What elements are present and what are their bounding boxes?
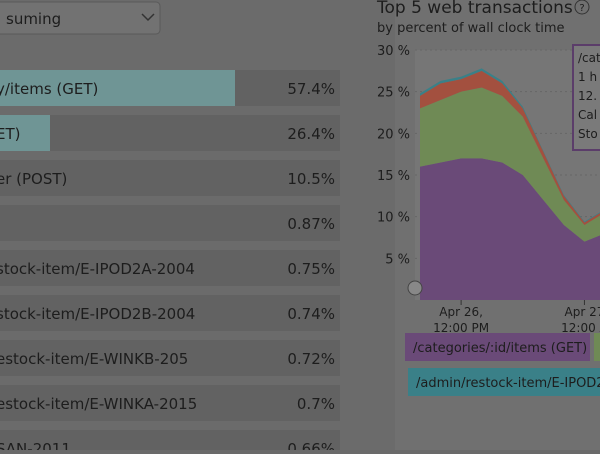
y-tick-label: 25 % (377, 86, 410, 101)
zoom-handle[interactable] (407, 280, 423, 296)
y-tick-label: 15 % (377, 169, 410, 184)
transaction-percent: 0.87% (287, 215, 335, 233)
transaction-percent: 0.72% (287, 350, 335, 368)
transaction-row[interactable] (0, 250, 340, 286)
chart-subtitle: by percent of wall clock time (377, 21, 565, 36)
legend-chip[interactable] (405, 333, 590, 361)
x-tick-label: 12:00 A (561, 321, 600, 335)
transaction-row[interactable] (0, 160, 340, 196)
tooltip-line: /cat (578, 51, 600, 65)
sort-dropdown[interactable] (0, 1, 161, 35)
transaction-row[interactable] (0, 340, 340, 376)
transaction-bar (0, 70, 235, 106)
transaction-percent: 57.4% (287, 80, 335, 98)
transaction-percent: 0.66% (287, 440, 335, 450)
legend-chip-partial[interactable] (594, 333, 600, 361)
help-icon[interactable] (574, 0, 590, 15)
y-tick-label: 5 % (385, 252, 410, 267)
x-tick-label: Apr 26, (439, 305, 483, 319)
transaction-name: stock-item/E-IPOD2A-2004 (0, 260, 195, 278)
tooltip-line: 12. (578, 89, 597, 103)
legend-chip[interactable] (408, 368, 600, 396)
transaction-percent: 0.75% (287, 260, 335, 278)
transaction-percent: 10.5% (287, 170, 335, 188)
transaction-name: y/items (GET) (0, 80, 98, 98)
transaction-percent: 0.7% (297, 395, 335, 413)
transaction-name: estock-item/E-WINKB-205 (0, 350, 188, 368)
area-series (420, 158, 600, 300)
x-tick-label: 12:00 PM (433, 321, 489, 335)
area-series (420, 70, 600, 225)
transaction-name: ET) (0, 125, 21, 143)
transaction-bar (0, 115, 50, 151)
dropdown-arrow (141, 13, 155, 22)
x-tick-label: Apr 27 (565, 305, 600, 319)
y-tick-label: 30 % (377, 44, 410, 59)
legend-label: /admin/restock-item/E-IPOD2A- (416, 376, 600, 391)
transaction-percent: 0.74% (287, 305, 335, 323)
transaction-name: SAN-2011 (0, 440, 71, 450)
transaction-row[interactable] (0, 385, 340, 421)
transaction-percent: 26.4% (287, 125, 335, 143)
tooltip (572, 44, 600, 151)
transaction-row[interactable] (0, 295, 340, 331)
tooltip-line: Cal (578, 108, 597, 122)
y-tick-label: 20 % (377, 127, 410, 142)
transaction-name: estock-item/E-WINKA-2015 (0, 395, 197, 413)
area-series (420, 68, 600, 223)
transaction-row[interactable] (0, 205, 340, 241)
dropdown-label: suming (6, 10, 61, 28)
area-series (420, 87, 600, 242)
transaction-name: er (POST) (0, 170, 67, 188)
tooltip-line: 1 h (578, 70, 597, 84)
chart-title: Top 5 web transactions (376, 0, 573, 18)
transaction-name: stock-item/E-IPOD2B-2004 (0, 305, 195, 323)
legend-label: /categories/:id/items (GET) (413, 341, 587, 356)
help-icon-glyph: ? (579, 3, 584, 14)
tooltip-line: Sto (578, 127, 598, 141)
transaction-row[interactable] (0, 115, 340, 151)
y-tick-label: 10 % (377, 211, 410, 226)
